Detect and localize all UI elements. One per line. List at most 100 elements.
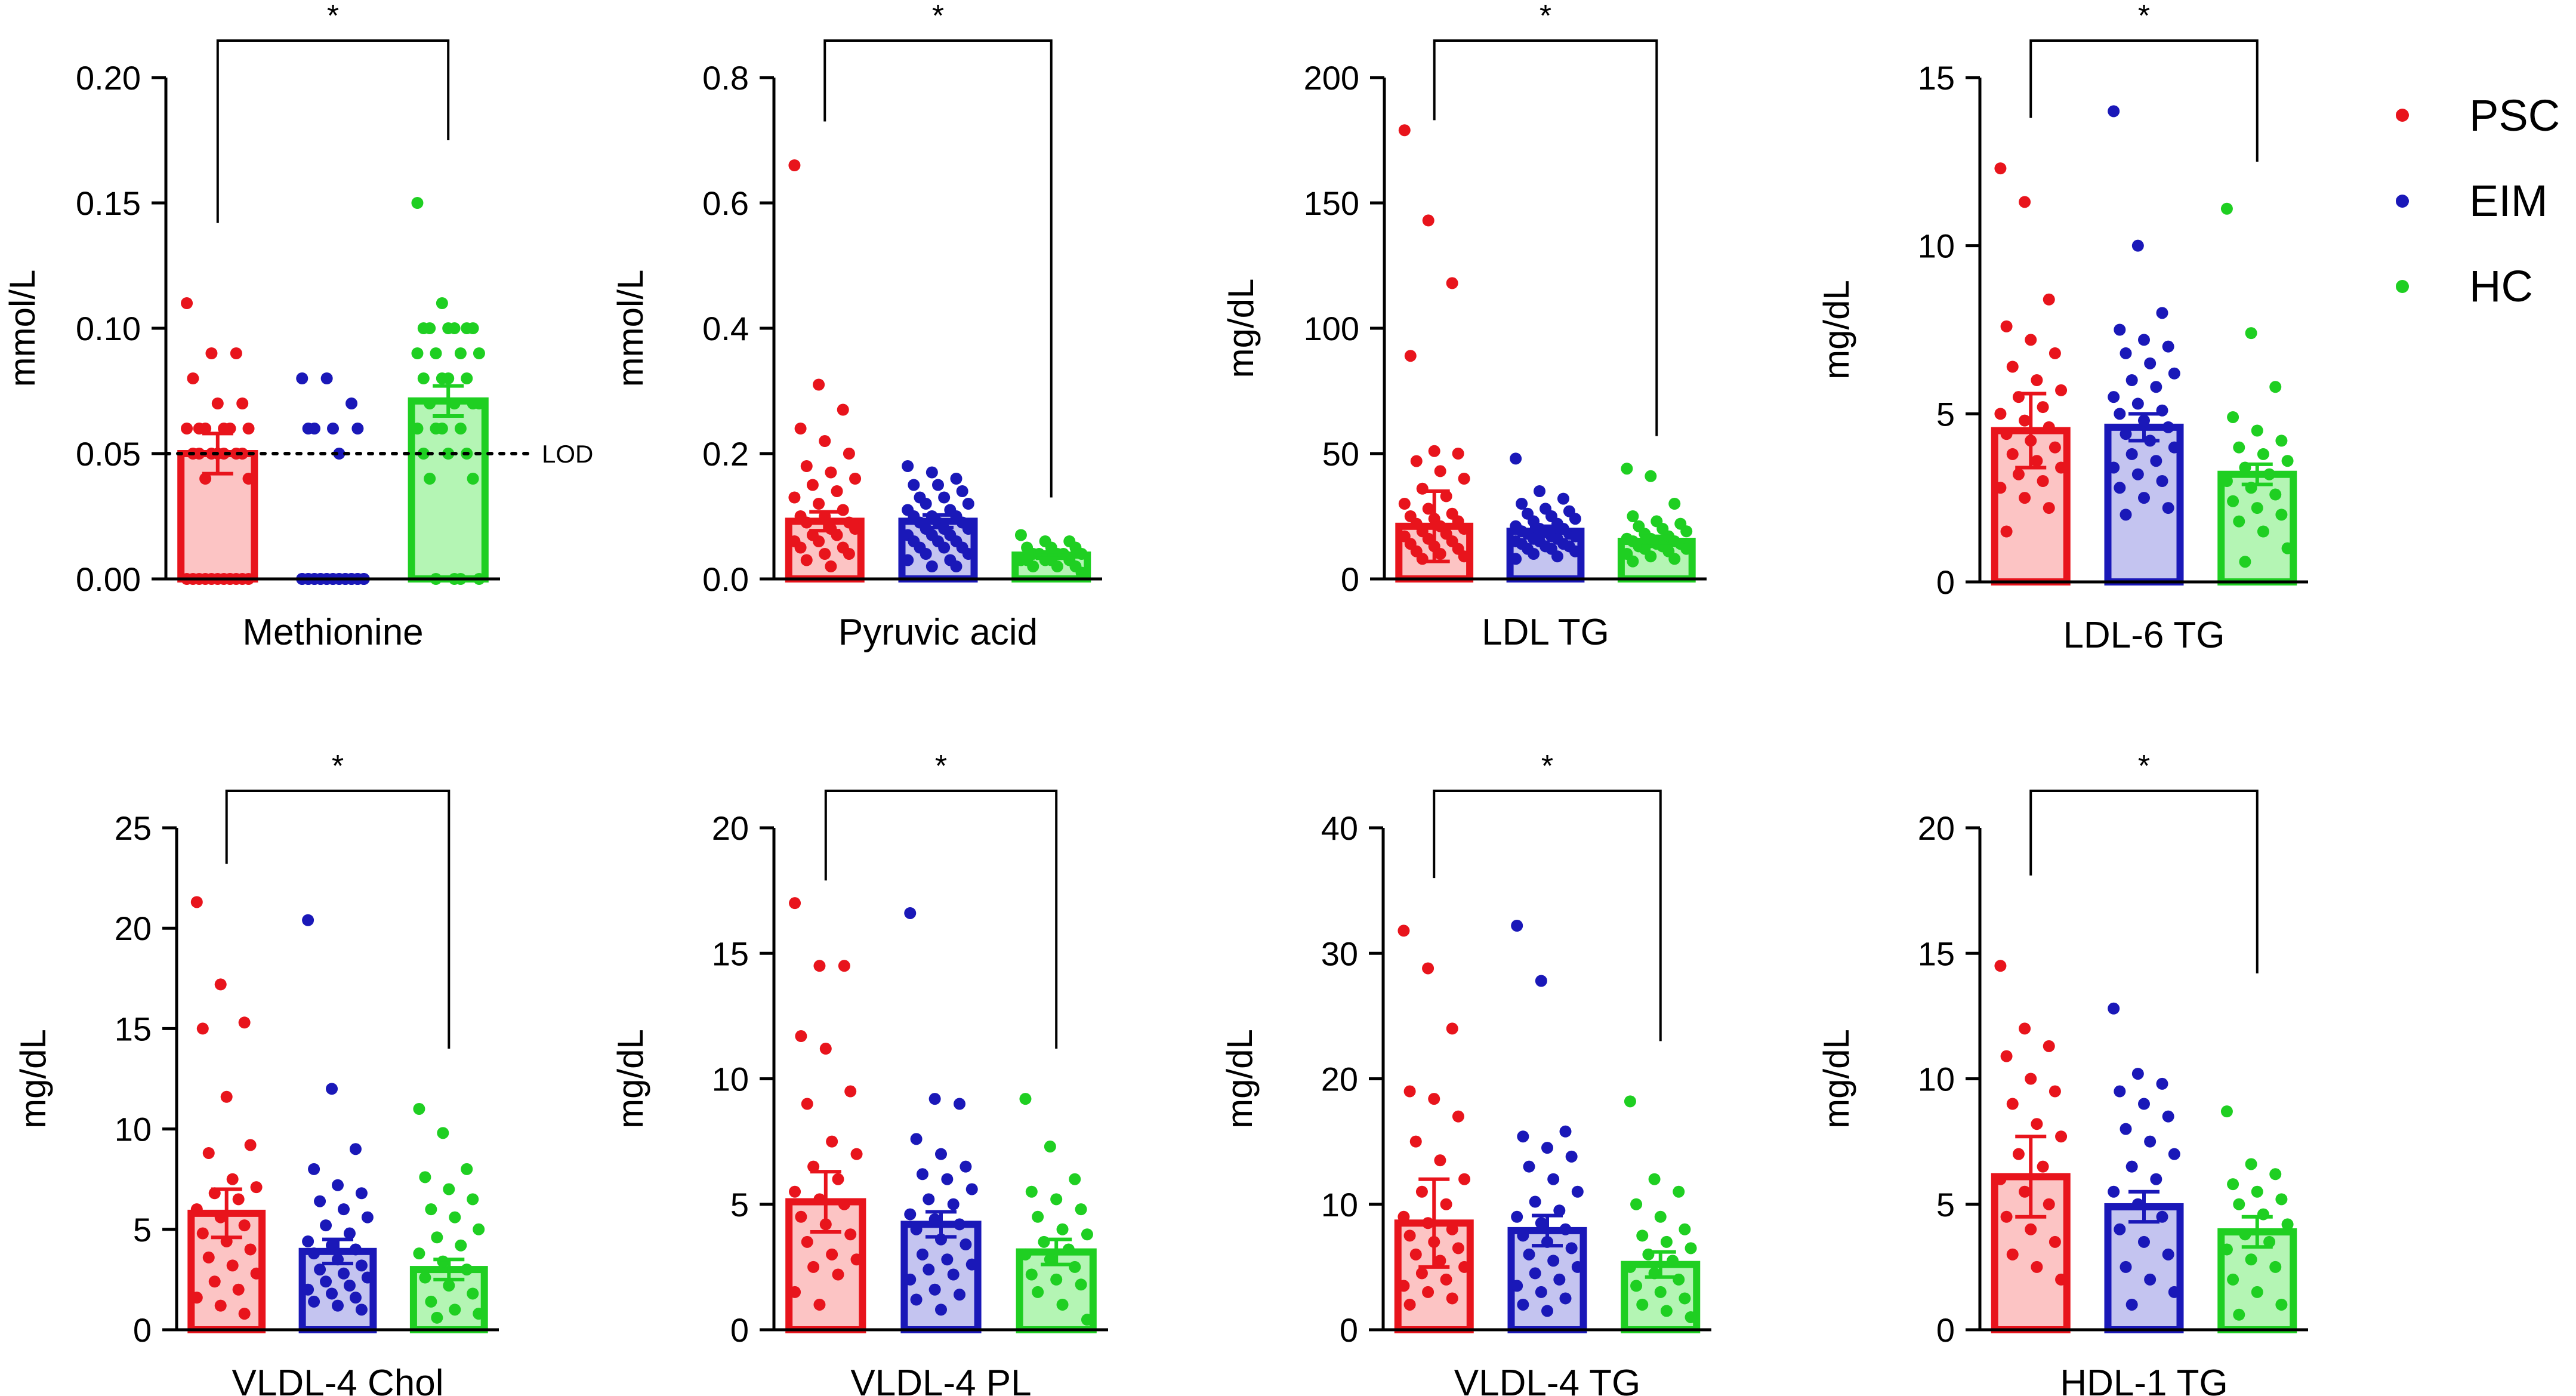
y-tick-label-ldl-tg: 100 <box>1304 310 1359 347</box>
point-pyruvic-acid-psc <box>843 548 855 560</box>
point-hdl-1-tg-hc <box>2251 1185 2263 1198</box>
point-pyruvic-acid-psc <box>843 448 855 460</box>
point-pyruvic-acid-eim <box>962 548 974 560</box>
error-bar-hdl-1-tg-hc <box>2241 1215 2273 1249</box>
point-vldl-4-chol-hc <box>413 1102 425 1115</box>
significance-star-vldl-4-tg: * <box>1541 749 1553 784</box>
point-vldl-4-pl-eim <box>928 1283 941 1296</box>
point-ldl-6-tg-eim <box>2150 455 2162 467</box>
point-ldl-6-tg-eim <box>2162 421 2174 433</box>
point-ldl-6-tg-psc <box>1994 162 2007 175</box>
y-tick-label-pyruvic-acid: 0.8 <box>702 59 749 97</box>
y-tick-label-methionine: 0.00 <box>76 560 141 598</box>
y-tick-label-vldl-4-pl: 5 <box>730 1186 749 1224</box>
point-vldl-4-chol-hc <box>461 1163 473 1175</box>
point-pyruvic-acid-psc <box>849 523 862 535</box>
point-hdl-1-tg-eim <box>2162 1248 2174 1261</box>
point-methionine-eim <box>308 423 320 434</box>
point-vldl-4-tg-psc <box>1403 1229 1416 1242</box>
point-vldl-4-tg-hc <box>1667 1255 1679 1267</box>
y-tick-label-ldl-tg: 200 <box>1304 59 1359 97</box>
point-hdl-1-tg-eim <box>2144 1135 2157 1148</box>
point-vldl-4-chol-eim <box>337 1203 350 1216</box>
x-axis-label-vldl-4-pl: VLDL-4 PL <box>850 1363 1031 1396</box>
point-hdl-1-tg-eim <box>2138 1098 2150 1110</box>
point-hdl-1-tg-eim <box>2108 1185 2120 1198</box>
point-methionine-hc <box>417 372 430 384</box>
error-bar-vldl-4-chol-hc <box>433 1258 465 1281</box>
point-ldl-6-tg-hc <box>2263 468 2276 480</box>
point-vldl-4-pl-eim <box>941 1173 954 1185</box>
point-ldl-6-tg-psc <box>2055 461 2068 474</box>
point-methionine-psc <box>205 347 218 359</box>
y-tick-label-ldl-6-tg: 0 <box>1936 563 1955 601</box>
point-methionine-hc <box>473 347 485 359</box>
point-hdl-1-tg-hc <box>2220 1105 2233 1118</box>
point-vldl-4-tg-psc <box>1415 1267 1428 1280</box>
point-vldl-4-pl-hc <box>1081 1314 1093 1326</box>
x-axis-label-methionine: Methionine <box>242 612 423 653</box>
y-tick-label-ldl-6-tg: 5 <box>1936 395 1955 433</box>
point-pyruvic-acid-psc <box>794 423 807 434</box>
point-ldl-6-tg-psc <box>2031 455 2043 467</box>
significance-bracket-hdl-1-tg <box>2029 790 2259 973</box>
point-methionine-hc <box>411 347 424 359</box>
point-ldl-tg-hc <box>1645 550 1657 563</box>
point-hdl-1-tg-psc <box>2049 1085 2061 1098</box>
point-ldl-6-tg-eim <box>2131 239 2144 252</box>
point-vldl-4-chol-psc <box>250 1181 263 1194</box>
point-ldl-6-tg-psc <box>2000 525 2013 538</box>
point-pyruvic-acid-eim <box>902 554 914 566</box>
point-methionine-psc <box>242 473 255 485</box>
point-methionine-hc <box>411 197 424 209</box>
point-vldl-4-tg-psc <box>1403 1298 1416 1311</box>
point-vldl-4-chol-psc <box>238 1016 251 1029</box>
point-pyruvic-acid-psc <box>849 473 862 485</box>
bracket-line <box>824 790 1058 1049</box>
point-ldl-6-tg-psc <box>2031 374 2043 386</box>
y-axis-label-ldl-6-tg: mg/dL <box>1816 280 1856 380</box>
point-ldl-6-tg-eim <box>2138 492 2150 504</box>
point-vldl-4-pl-hc <box>1044 1141 1056 1153</box>
point-ldl-6-tg-psc <box>2006 448 2019 460</box>
significance-star-pyruvic-acid: * <box>932 0 944 33</box>
panel-ldl-tg: 0 50 100 150 200 mg/dL LDL TG * <box>1221 0 1707 653</box>
y-tick-label-vldl-4-pl: 10 <box>712 1061 749 1098</box>
error-bar-hdl-1-tg-eim <box>2128 1189 2159 1224</box>
y-axis-label-vldl-4-chol: mg/dL <box>13 1029 53 1129</box>
point-ldl-6-tg-psc <box>2043 293 2055 306</box>
point-vldl-4-tg-hc <box>1685 1311 1697 1323</box>
point-hdl-1-tg-eim <box>2114 1085 2126 1098</box>
point-vldl-4-pl-eim <box>928 1213 941 1225</box>
point-ldl-6-tg-psc <box>2019 196 2031 208</box>
point-pyruvic-acid-eim <box>920 498 932 510</box>
point-ldl-6-tg-hc <box>2233 441 2245 454</box>
point-vldl-4-chol-hc <box>455 1239 467 1252</box>
point-vldl-4-chol-eim <box>326 1083 338 1095</box>
error-bar-vldl-4-pl-hc <box>1041 1237 1072 1266</box>
point-vldl-4-chol-hc <box>431 1311 443 1324</box>
point-vldl-4-chol-psc <box>220 1090 233 1103</box>
point-pyruvic-acid-psc <box>813 378 825 391</box>
y-tick-label-vldl-4-tg: 10 <box>1321 1186 1358 1224</box>
significance-star-vldl-4-pl: * <box>935 749 947 784</box>
point-vldl-4-tg-psc <box>1397 924 1410 937</box>
point-ldl-6-tg-eim <box>2168 367 2180 380</box>
point-vldl-4-chol-hc <box>461 1264 473 1276</box>
y-tick-label-methionine: 0.10 <box>76 310 141 347</box>
point-ldl-6-tg-hc <box>2233 515 2245 528</box>
x-axis-label-ldl-tg: LDL TG <box>1482 612 1609 653</box>
point-pyruvic-acid-eim <box>902 460 914 472</box>
significance-star-vldl-4-chol: * <box>332 749 344 784</box>
point-vldl-4-chol-hc <box>449 1211 461 1224</box>
point-ldl-6-tg-hc <box>2269 381 2282 393</box>
point-pyruvic-acid-psc <box>825 466 837 479</box>
point-vldl-4-chol-hc <box>467 1287 479 1300</box>
point-vldl-4-chol-psc <box>226 1259 239 1272</box>
point-vldl-4-tg-psc <box>1446 1022 1458 1035</box>
point-ldl-6-tg-eim <box>2131 468 2144 480</box>
point-vldl-4-tg-psc <box>1409 1248 1422 1261</box>
y-axis-label-hdl-1-tg: mg/dL <box>1816 1029 1856 1129</box>
point-vldl-4-tg-hc <box>1685 1242 1697 1255</box>
point-ldl-6-tg-hc <box>2281 542 2294 554</box>
